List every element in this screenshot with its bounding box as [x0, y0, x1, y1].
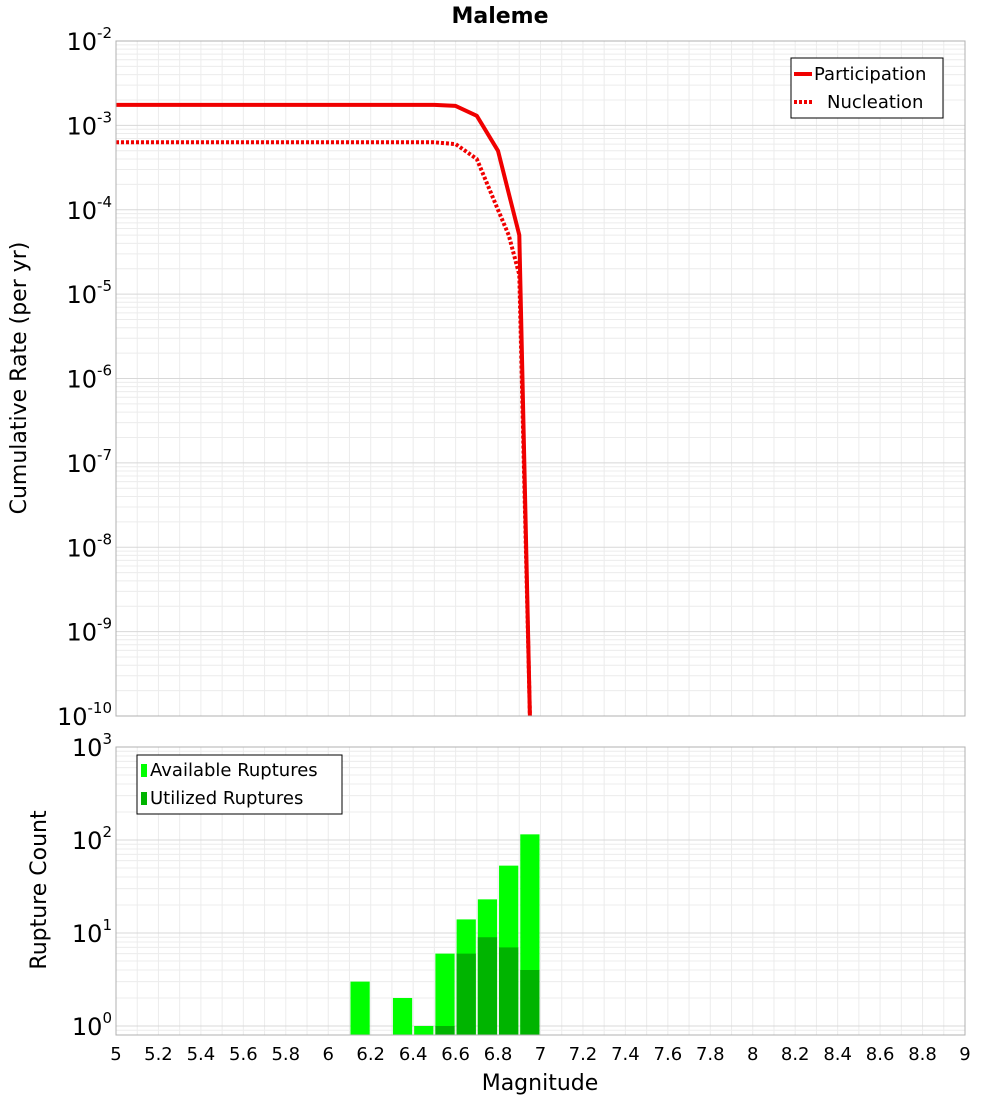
top-y-tick-label: 10-4	[66, 193, 112, 225]
x-tick-label: 8.8	[908, 1044, 937, 1065]
top-y-tick-label: 10-5	[66, 277, 112, 309]
bar-utilized	[499, 947, 519, 1035]
x-tick-label: 7.2	[569, 1044, 598, 1065]
x-tick-label: 6	[323, 1044, 334, 1065]
bar-utilized	[477, 937, 498, 1035]
bar-utilized	[520, 969, 540, 1035]
bar-available	[350, 981, 370, 1035]
bar-available	[414, 1025, 434, 1035]
x-tick-label: 6.4	[399, 1044, 428, 1065]
x-tick-label: 8.2	[781, 1044, 810, 1065]
x-tick-label: 8	[747, 1044, 758, 1065]
x-tick-label: 7.6	[654, 1044, 683, 1065]
bottom-y-tick-label: 103	[72, 730, 112, 762]
top-y-tick-label: 10-7	[66, 446, 112, 478]
legend-label-participation: Participation	[814, 64, 926, 85]
top-plot-frame	[115, 40, 966, 717]
legend-swatch-available-ruptures	[141, 764, 147, 777]
x-tick-label: 7.8	[696, 1044, 725, 1065]
series-line-nucleation	[116, 140, 532, 717]
x-tick-label: 5.4	[187, 1044, 216, 1065]
x-axis-title: Magnitude	[482, 1071, 599, 1096]
bottom-y-tick-label: 100	[72, 1009, 112, 1041]
x-tick-label: 7.4	[611, 1044, 640, 1065]
bottom-plot-frame	[115, 746, 966, 1036]
x-tick-label: 5.8	[271, 1044, 300, 1065]
x-tick-label: 8.6	[866, 1044, 895, 1065]
top-y-tick-label: 10-6	[66, 362, 112, 394]
x-tick-label: 6.6	[441, 1044, 470, 1065]
top-y-axis-title: Cumulative Rate (per yr)	[7, 242, 32, 515]
legend-label-utilized-ruptures: Utilized Ruptures	[150, 788, 303, 809]
top-y-tick-label: 10-2	[66, 24, 112, 56]
x-tick-label: 5	[110, 1044, 121, 1065]
top-y-tick-label: 10-3	[66, 108, 112, 140]
chart-title: Maleme	[451, 4, 548, 29]
bar-available	[435, 953, 455, 1035]
bar-utilized	[456, 953, 476, 1035]
top-y-tick-label: 10-9	[66, 615, 112, 647]
x-tick-label: 7	[535, 1044, 546, 1065]
bottom-y-tick-label: 101	[72, 916, 112, 948]
x-tick-label: 6.8	[484, 1044, 513, 1065]
top-legend-box	[790, 57, 944, 119]
bottom-legend-box	[136, 754, 343, 815]
x-tick-label: 9	[959, 1044, 970, 1065]
x-tick-label: 8.4	[823, 1044, 852, 1065]
top-y-tick-label: 10-10	[57, 699, 112, 731]
legend-label-available-ruptures: Available Ruptures	[150, 760, 318, 781]
top-y-tick-label: 10-8	[66, 530, 112, 562]
bottom-y-tick-label: 102	[72, 823, 112, 855]
legend-label-nucleation: Nucleation	[827, 92, 923, 113]
x-tick-label: 5.6	[229, 1044, 258, 1065]
series-line-participation	[116, 102, 532, 717]
bar-available	[392, 997, 413, 1035]
bar-utilized	[435, 1025, 455, 1035]
legend-swatch-utilized-ruptures	[141, 792, 147, 805]
x-tick-label: 6.2	[356, 1044, 385, 1065]
bottom-y-axis-title: Rupture Count	[27, 810, 52, 970]
plot-layer: 10-2 10-3 10-4 10-5 10-6 10-7 10-8 10-9 10-10103…	[57, 24, 971, 1065]
x-tick-label: 5.2	[144, 1044, 173, 1065]
